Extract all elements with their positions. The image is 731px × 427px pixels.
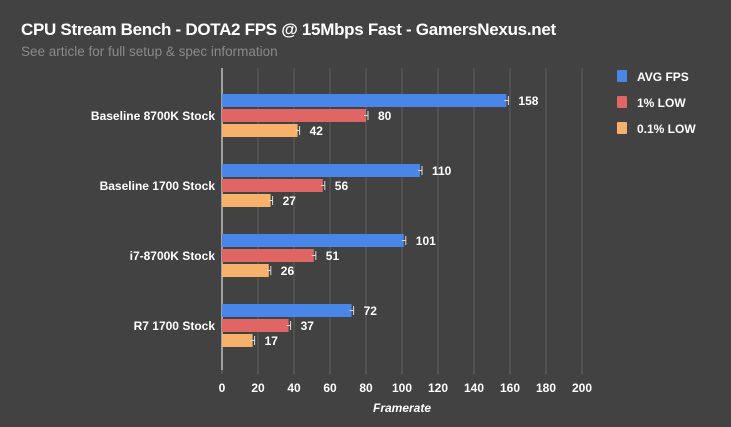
x-tick-label: 100 <box>392 381 412 395</box>
bar <box>222 334 253 347</box>
data-label: 27 <box>283 194 297 208</box>
bar <box>222 264 269 277</box>
x-axis-label: Framerate <box>373 401 431 415</box>
x-tick-label: 140 <box>464 381 484 395</box>
bar <box>222 124 298 137</box>
category-label: Baseline 8700K Stock <box>91 109 215 123</box>
x-tick-label: 200 <box>572 381 592 395</box>
data-label: 80 <box>378 109 392 123</box>
bar <box>222 179 323 192</box>
legend-label: 1% LOW <box>637 96 686 110</box>
category-label: R7 1700 Stock <box>134 319 216 333</box>
chart-title: CPU Stream Bench - DOTA2 FPS @ 15Mbps Fa… <box>21 20 556 39</box>
bar <box>222 109 366 122</box>
bar <box>222 304 352 317</box>
x-tick-label: 0 <box>219 381 226 395</box>
bar <box>222 319 289 332</box>
x-tick-label: 20 <box>251 381 265 395</box>
data-label: 56 <box>335 179 349 193</box>
chart-subtitle: See article for full setup & spec inform… <box>21 44 278 59</box>
data-label: 37 <box>301 319 315 333</box>
bar <box>222 164 420 177</box>
x-tick-label: 180 <box>536 381 556 395</box>
data-label: 72 <box>364 304 378 318</box>
data-label: 101 <box>416 234 436 248</box>
legend-swatch <box>617 122 627 134</box>
data-label: 51 <box>326 249 340 263</box>
x-tick-label: 80 <box>359 381 373 395</box>
x-tick-label: 60 <box>323 381 337 395</box>
data-label: 110 <box>432 164 452 178</box>
legend-swatch <box>617 70 627 82</box>
data-label: 26 <box>281 264 295 278</box>
legend-label: 0.1% LOW <box>637 122 696 136</box>
category-label: i7-8700K Stock <box>130 249 216 263</box>
data-label: 42 <box>310 124 324 138</box>
data-label: 17 <box>265 334 279 348</box>
bar <box>222 234 404 247</box>
x-tick-label: 40 <box>287 381 301 395</box>
bar <box>222 249 314 262</box>
bar <box>222 194 271 207</box>
x-tick-label: 120 <box>428 381 448 395</box>
x-tick-label: 160 <box>500 381 520 395</box>
category-label: Baseline 1700 Stock <box>100 179 216 193</box>
legend-swatch <box>617 96 627 108</box>
data-label: 158 <box>518 94 538 108</box>
bar <box>222 94 507 107</box>
legend-label: AVG FPS <box>637 70 689 84</box>
